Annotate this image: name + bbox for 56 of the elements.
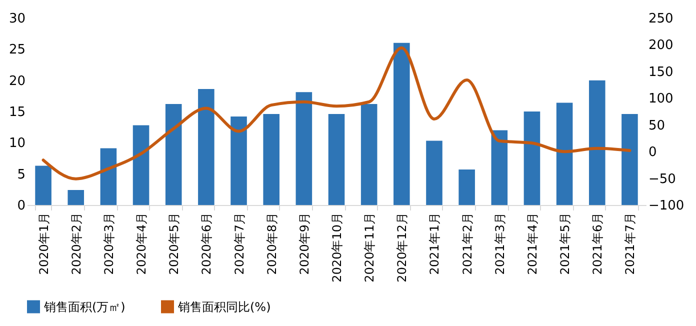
x-tick-label: 2020年6月 xyxy=(200,212,214,275)
bar xyxy=(328,114,345,205)
bar xyxy=(426,140,442,205)
bar xyxy=(556,102,573,205)
x-tick-label: 2021年2月 xyxy=(460,212,474,275)
y-tick-label: 10 xyxy=(8,136,26,152)
bar xyxy=(35,166,52,205)
y2-tick-label: 100 xyxy=(648,92,674,107)
legend-label: 销售面积(万㎡) xyxy=(43,300,126,314)
y-tick-label: 30 xyxy=(8,12,26,26)
bar xyxy=(622,114,638,205)
x-tick-label: 2020年12月 xyxy=(395,212,410,282)
y2-tick-label: 50 xyxy=(648,118,666,134)
x-tick-label: 2020年11月 xyxy=(362,212,377,282)
x-tick-label: 2021年5月 xyxy=(558,212,572,275)
bar xyxy=(394,42,410,205)
x-tick-label: 2021年4月 xyxy=(525,212,540,275)
y-tick-label: 15 xyxy=(8,105,26,120)
y2-tick-label: −100 xyxy=(648,198,684,214)
y-tick-label: 25 xyxy=(8,42,26,58)
x-tick-label: 2020年1月 xyxy=(36,212,51,275)
x-tick-label: 2020年2月 xyxy=(69,212,84,275)
x-tick-label: 2021年7月 xyxy=(623,212,638,275)
bar xyxy=(491,130,508,205)
bar xyxy=(263,114,280,205)
bar xyxy=(230,116,247,205)
y2-tick-label: 150 xyxy=(648,64,674,80)
x-tick-label: 2020年5月 xyxy=(167,212,182,275)
x-tick-label: 2020年8月 xyxy=(264,212,279,275)
x-tick-label: 2020年7月 xyxy=(232,212,246,275)
x-tick-label: 2020年10月 xyxy=(330,212,344,282)
y-tick-label: 20 xyxy=(8,74,26,89)
bar xyxy=(360,104,378,205)
bar xyxy=(165,104,182,205)
legend-label: 销售面积同比(%) xyxy=(177,300,271,314)
x-tick-label: 2020年4月 xyxy=(134,212,149,275)
bar xyxy=(524,112,540,205)
bar xyxy=(198,89,214,205)
bar xyxy=(588,80,606,205)
x-tick-label: 2021年1月 xyxy=(428,212,442,275)
x-tick-label: 2020年3月 xyxy=(102,212,116,275)
x-tick-label: 2020年9月 xyxy=(297,212,312,275)
bar xyxy=(132,125,150,205)
bar xyxy=(68,190,84,205)
bar xyxy=(296,92,312,205)
x-tick-label: 2021年6月 xyxy=(590,212,605,275)
line-series xyxy=(42,46,632,180)
bar xyxy=(100,148,117,205)
x-tick-label: 2021年3月 xyxy=(492,212,507,275)
y2-tick-label: 0 xyxy=(648,145,657,160)
y-tick-label: 5 xyxy=(17,167,26,182)
bar xyxy=(458,169,475,205)
y2-tick-label: −50 xyxy=(648,172,676,187)
y2-tick-label: 200 xyxy=(648,38,674,54)
y2-tick-label: 250 xyxy=(648,12,674,26)
y-tick-label: 0 xyxy=(17,198,26,214)
